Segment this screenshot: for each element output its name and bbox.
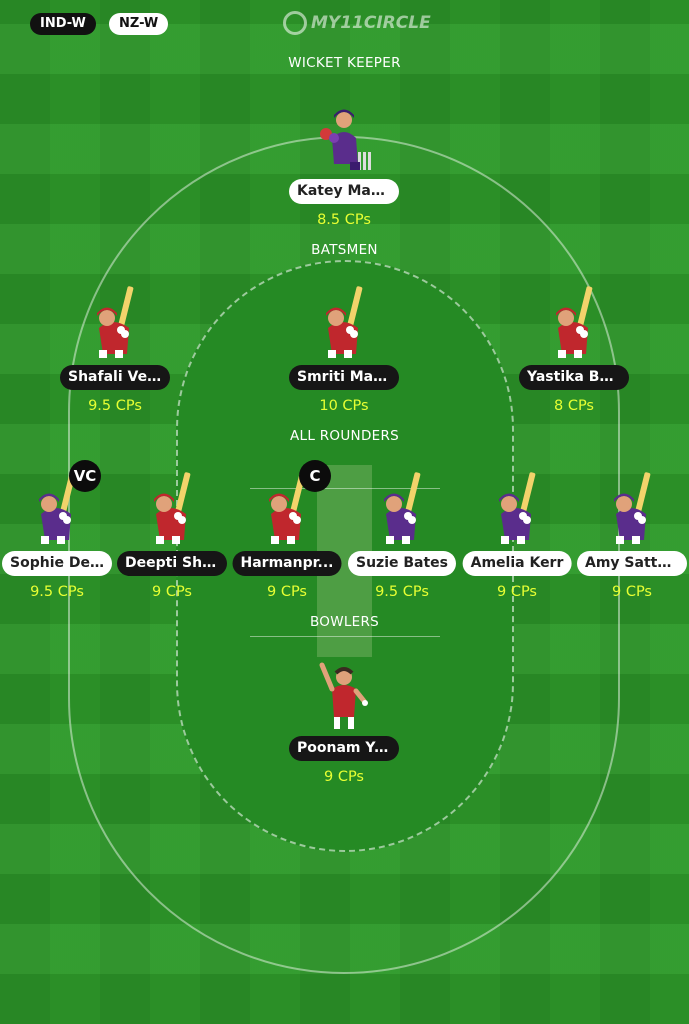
- player-credits: 9 CPs: [151, 584, 192, 600]
- player-credits: 8.5 CPs: [317, 212, 371, 228]
- player-name: Shafali Verma: [60, 365, 170, 390]
- team-tab-home[interactable]: IND-W: [30, 13, 96, 35]
- batter-icon: [602, 470, 662, 544]
- section-title-bowlers: BOWLERS: [309, 614, 380, 630]
- batter-icon: [372, 470, 432, 544]
- player-name: Smriti Mandhana: [289, 365, 399, 390]
- logo-ring-icon: [283, 11, 307, 35]
- batter-icon: [142, 470, 202, 544]
- player-name: Sophie Dev...: [2, 551, 112, 576]
- player-credits: 9.5 CPs: [88, 398, 142, 414]
- bowler-icon: [314, 655, 374, 729]
- player-name: Amelia Kerr: [462, 551, 572, 576]
- section-title-all-rounders: ALL ROUNDERS: [289, 428, 400, 444]
- player-name: Harmanpr...: [232, 551, 342, 576]
- vice-captain-badge: VC: [69, 460, 101, 492]
- team-tab-away[interactable]: NZ-W: [109, 13, 169, 35]
- player-credits: 9 CPs: [496, 584, 537, 600]
- batter-icon: [314, 284, 374, 358]
- player-credits: 9.5 CPs: [30, 584, 84, 600]
- player-name: Amy Satter...: [577, 551, 687, 576]
- player-credits: 9 CPs: [323, 769, 364, 785]
- captain-badge: C: [299, 460, 331, 492]
- batter-icon: [544, 284, 604, 358]
- crease-line-top: [250, 488, 440, 489]
- batter-icon: [487, 470, 547, 544]
- player-credits: 8 CPs: [553, 398, 594, 414]
- player-credits: 10 CPs: [319, 398, 369, 414]
- player-name: Poonam Yadav: [289, 736, 399, 761]
- brand-logo: MY11CIRCLE: [283, 8, 431, 38]
- player-name: Deepti Sha...: [117, 551, 227, 576]
- batter-icon: [257, 470, 317, 544]
- logo-text: MY11CIRCLE: [311, 13, 431, 33]
- section-title-wicket-keeper: WICKET KEEPER: [288, 55, 401, 71]
- section-title-batsmen: BATSMEN: [311, 242, 378, 258]
- crease-line-bottom: [250, 636, 440, 637]
- player-credits: 9.5 CPs: [375, 584, 429, 600]
- player-name: Katey Martin: [289, 179, 399, 204]
- player-credits: 9 CPs: [611, 584, 652, 600]
- batter-icon: [85, 284, 145, 358]
- wicketkeeper-icon: [314, 98, 374, 172]
- player-name: Suzie Bates: [347, 551, 457, 576]
- player-credits: 9 CPs: [266, 584, 307, 600]
- player-name: Yastika Bhatia: [519, 365, 629, 390]
